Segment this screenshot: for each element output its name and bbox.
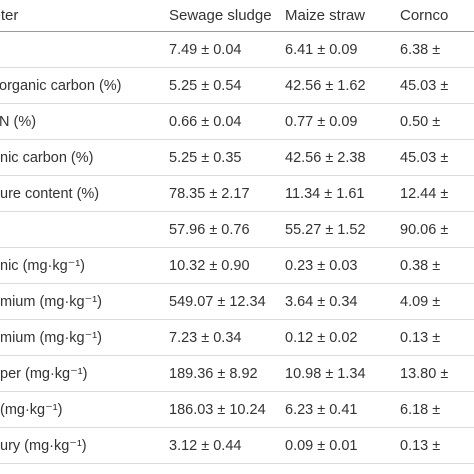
cell-sewage-sludge: 5.25 ± 0.35 bbox=[160, 139, 277, 176]
row-label: mium (mg·kg⁻¹) bbox=[0, 283, 160, 320]
cell-maize-straw: 0.23 ± 0.03 bbox=[277, 247, 394, 284]
cell-sewage-sludge: 186.03 ± 10.24 bbox=[160, 391, 277, 428]
cell-corncob: 13.80 ± bbox=[394, 355, 474, 392]
row-label: ure content (%) bbox=[0, 175, 160, 212]
cell-corncob: 0.50 ± bbox=[394, 103, 474, 140]
cell-sewage-sludge: 549.07 ± 12.34 bbox=[160, 283, 277, 320]
cell-sewage-sludge: 7.23 ± 0.34 bbox=[160, 319, 277, 356]
header-corncob: Cornco bbox=[394, 0, 474, 32]
cell-corncob: 45.03 ± bbox=[394, 139, 474, 176]
cell-corncob: 0.38 ± bbox=[394, 247, 474, 284]
row-label: organic carbon (%) bbox=[0, 67, 160, 104]
cell-maize-straw: 0.77 ± 0.09 bbox=[277, 103, 394, 140]
table-row: ure content (%) 78.35 ± 2.17 11.34 ± 1.6… bbox=[0, 175, 474, 212]
cell-sewage-sludge: 78.35 ± 2.17 bbox=[160, 175, 277, 212]
cell-maize-straw: 11.34 ± 1.61 bbox=[277, 175, 394, 212]
row-label bbox=[0, 31, 160, 68]
row-label bbox=[0, 211, 160, 248]
cell-sewage-sludge: 0.66 ± 0.04 bbox=[160, 103, 277, 140]
cell-maize-straw: 55.27 ± 1.52 bbox=[277, 211, 394, 248]
parameter-table: meter Sewage sludge Maize straw Cornco 7… bbox=[0, 0, 474, 464]
cell-corncob: 0.13 ± bbox=[394, 427, 474, 464]
cell-maize-straw: 0.12 ± 0.02 bbox=[277, 319, 394, 356]
row-label: nic (mg·kg⁻¹) bbox=[0, 247, 160, 284]
table-row: 7.49 ± 0.04 6.41 ± 0.09 6.38 ± bbox=[0, 31, 474, 68]
cell-maize-straw: 0.09 ± 0.01 bbox=[277, 427, 394, 464]
cell-corncob: 6.18 ± bbox=[394, 391, 474, 428]
cell-sewage-sludge: 57.96 ± 0.76 bbox=[160, 211, 277, 248]
cell-corncob: 0.13 ± bbox=[394, 319, 474, 356]
header-parameter: meter bbox=[0, 0, 160, 32]
cell-corncob: 6.38 ± bbox=[394, 31, 474, 68]
cell-maize-straw: 6.41 ± 0.09 bbox=[277, 31, 394, 68]
header-sewage-sludge: Sewage sludge bbox=[160, 0, 277, 32]
table-row: 57.96 ± 0.76 55.27 ± 1.52 90.06 ± bbox=[0, 211, 474, 248]
table-row: per (mg·kg⁻¹) 189.36 ± 8.92 10.98 ± 1.34… bbox=[0, 355, 474, 392]
row-label: nic carbon (%) bbox=[0, 139, 160, 176]
cell-maize-straw: 42.56 ± 1.62 bbox=[277, 67, 394, 104]
table-row: mium (mg·kg⁻¹) 549.07 ± 12.34 3.64 ± 0.3… bbox=[0, 283, 474, 320]
cell-sewage-sludge: 3.12 ± 0.44 bbox=[160, 427, 277, 464]
cell-sewage-sludge: 7.49 ± 0.04 bbox=[160, 31, 277, 68]
row-label: per (mg·kg⁻¹) bbox=[0, 355, 160, 392]
cell-sewage-sludge: 5.25 ± 0.54 bbox=[160, 67, 277, 104]
cell-maize-straw: 10.98 ± 1.34 bbox=[277, 355, 394, 392]
table-row: ury (mg·kg⁻¹) 3.12 ± 0.44 0.09 ± 0.01 0.… bbox=[0, 427, 474, 464]
table-row: organic carbon (%) 5.25 ± 0.54 42.56 ± 1… bbox=[0, 67, 474, 104]
table-row: N (%) 0.66 ± 0.04 0.77 ± 0.09 0.50 ± bbox=[0, 103, 474, 140]
cell-maize-straw: 42.56 ± 2.38 bbox=[277, 139, 394, 176]
cell-sewage-sludge: 189.36 ± 8.92 bbox=[160, 355, 277, 392]
cell-corncob: 45.03 ± bbox=[394, 67, 474, 104]
cell-maize-straw: 6.23 ± 0.41 bbox=[277, 391, 394, 428]
row-label: N (%) bbox=[0, 103, 160, 140]
cell-corncob: 90.06 ± bbox=[394, 211, 474, 248]
cell-sewage-sludge: 10.32 ± 0.90 bbox=[160, 247, 277, 284]
table-row: nic carbon (%) 5.25 ± 0.35 42.56 ± 2.38 … bbox=[0, 139, 474, 176]
table-row: mium (mg·kg⁻¹) 7.23 ± 0.34 0.12 ± 0.02 0… bbox=[0, 319, 474, 356]
table-row: nic (mg·kg⁻¹) 10.32 ± 0.90 0.23 ± 0.03 0… bbox=[0, 247, 474, 284]
row-label: ury (mg·kg⁻¹) bbox=[0, 427, 160, 464]
row-label: mium (mg·kg⁻¹) bbox=[0, 319, 160, 356]
row-label: (mg·kg⁻¹) bbox=[0, 391, 160, 428]
cell-corncob: 12.44 ± bbox=[394, 175, 474, 212]
cell-corncob: 4.09 ± bbox=[394, 283, 474, 320]
header-maize-straw: Maize straw bbox=[277, 0, 394, 32]
header-row: meter Sewage sludge Maize straw Cornco bbox=[0, 0, 474, 32]
cell-maize-straw: 3.64 ± 0.34 bbox=[277, 283, 394, 320]
table-row: (mg·kg⁻¹) 186.03 ± 10.24 6.23 ± 0.41 6.1… bbox=[0, 391, 474, 428]
